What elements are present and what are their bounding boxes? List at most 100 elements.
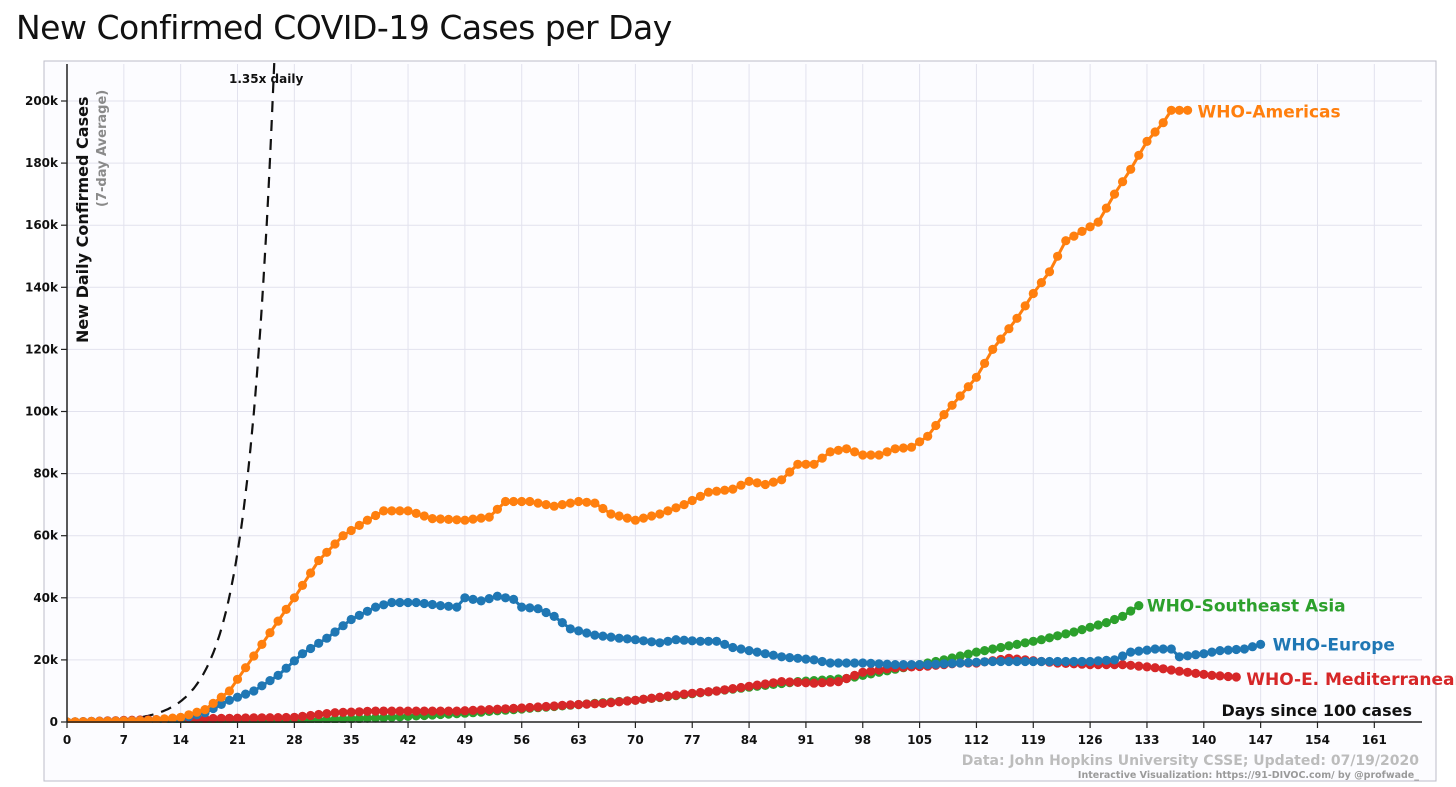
data-point: [257, 639, 267, 650]
data-point: [241, 663, 251, 673]
data-point: [606, 509, 616, 519]
data-point: [1053, 656, 1063, 667]
data-point: [257, 681, 267, 691]
data-point: [460, 593, 470, 603]
data-point: [1093, 217, 1103, 227]
data-point: [549, 611, 559, 622]
data-point: [744, 646, 754, 656]
data-point: [971, 657, 982, 667]
data-point: [297, 711, 308, 722]
data-point: [947, 658, 957, 669]
data-point: [622, 696, 632, 706]
data-point: [1134, 646, 1144, 656]
x-tick-label: 0: [63, 733, 71, 747]
data-point: [825, 677, 835, 687]
data-point: [492, 504, 502, 514]
data-point: [728, 642, 738, 653]
y-axis-ticks: 0 20k 40k 60k 80k 100k 120k 140k 160k 180k 200k: [25, 94, 67, 729]
series-label: WHO-E. Mediterranean: [1246, 670, 1456, 690]
data-point: [1118, 177, 1128, 187]
data-point: [533, 498, 543, 508]
x-tick-label: 42: [400, 733, 417, 747]
data-point: [322, 547, 332, 557]
x-tick-label: 21: [229, 733, 246, 747]
data-point: [630, 515, 641, 525]
data-point: [395, 506, 405, 516]
data-point: [379, 600, 389, 610]
data-point: [306, 710, 316, 721]
data-point: [1061, 629, 1071, 639]
data-point: [1150, 644, 1160, 654]
data-point: [1004, 641, 1014, 651]
data-point: [606, 698, 616, 708]
data-point: [630, 695, 641, 705]
data-point: [663, 691, 673, 701]
series-label: WHO-Americas: [1198, 102, 1341, 122]
data-point: [403, 506, 413, 516]
page-title: New Confirmed COVID-19 Cases per Day: [16, 8, 672, 47]
data-point: [582, 628, 592, 638]
data-point: [273, 713, 283, 723]
data-point: [500, 593, 511, 603]
data-point: [257, 713, 267, 723]
data-point: [249, 651, 259, 661]
data-point: [785, 677, 795, 687]
data-point: [273, 670, 283, 681]
data-point: [379, 713, 389, 723]
data-point: [1199, 669, 1209, 680]
data-point: [387, 506, 397, 516]
data-point: [549, 701, 559, 711]
data-point: [1012, 313, 1022, 323]
data-point: [955, 658, 965, 668]
data-point: [866, 450, 876, 460]
data-point: [411, 508, 421, 518]
data-point: [354, 707, 364, 717]
data-point: [500, 496, 511, 507]
data-point: [435, 601, 446, 611]
data-point: [232, 692, 243, 702]
data-point: [874, 450, 884, 460]
y-tick-label: 180k: [25, 156, 59, 170]
data-point: [525, 702, 535, 713]
data-point: [557, 618, 567, 628]
data-point: [647, 511, 657, 521]
data-point: [574, 496, 584, 507]
data-point: [1231, 672, 1241, 682]
data-point: [1020, 638, 1030, 648]
data-point: [549, 501, 559, 511]
data-point: [371, 510, 381, 521]
data-point: [289, 593, 299, 603]
data-point: [752, 680, 762, 690]
data-point: [338, 707, 348, 718]
data-point: [403, 706, 413, 716]
data-point: [362, 515, 372, 525]
data-point: [744, 476, 754, 486]
data-point: [1036, 656, 1046, 667]
data-point: [785, 653, 795, 663]
data-point: [387, 597, 397, 608]
data-point: [655, 509, 665, 519]
data-point: [687, 636, 697, 646]
data-point: [703, 687, 714, 697]
data-point: [371, 706, 381, 716]
data-point: [833, 658, 844, 668]
data-point: [720, 485, 730, 495]
data-point: [801, 654, 811, 664]
data-point: [931, 659, 941, 669]
data-point: [452, 515, 462, 525]
data-point: [354, 520, 364, 531]
data-point: [468, 594, 478, 605]
data-point: [517, 496, 527, 507]
data-point: [866, 666, 876, 676]
data-point: [687, 495, 697, 506]
data-point: [541, 607, 551, 618]
data-point: [1174, 652, 1184, 662]
data-point: [379, 706, 389, 716]
data-point: [1134, 661, 1144, 671]
series-group: [67, 105, 1266, 723]
data-point: [281, 604, 291, 615]
data-point: [833, 677, 844, 687]
data-point: [695, 636, 706, 646]
data-point: [630, 635, 641, 645]
data-point: [744, 681, 754, 691]
